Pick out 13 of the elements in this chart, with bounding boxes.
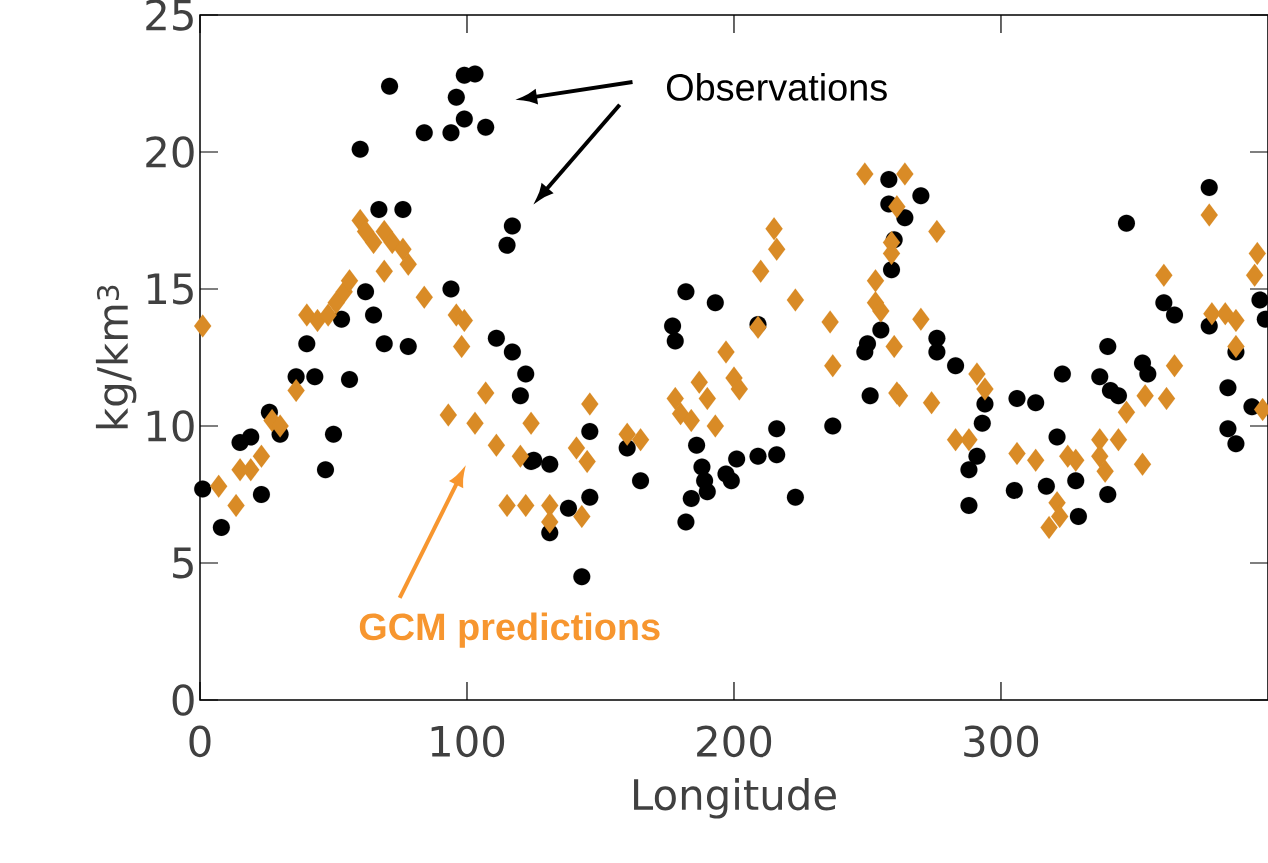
y-tick-label: 20 [146, 136, 194, 168]
y-tick-label: 25 [146, 0, 193, 31]
y-axis-title: kg/km$^{3}$ [95, 285, 137, 429]
annotation: GCM predictions [359, 612, 660, 648]
annotation: Observations [666, 73, 887, 101]
y-tick-label: 15 [147, 273, 193, 305]
y-tick-label: 0 [172, 684, 194, 716]
x-tick-label: 100 [431, 725, 505, 758]
x-tick-label: 200 [697, 725, 772, 758]
x-tick-label: 300 [964, 725, 1039, 758]
x-axis-title: Longitude [634, 778, 836, 819]
y-tick-label: 5 [173, 547, 193, 579]
y-tick-label: 10 [147, 410, 194, 442]
